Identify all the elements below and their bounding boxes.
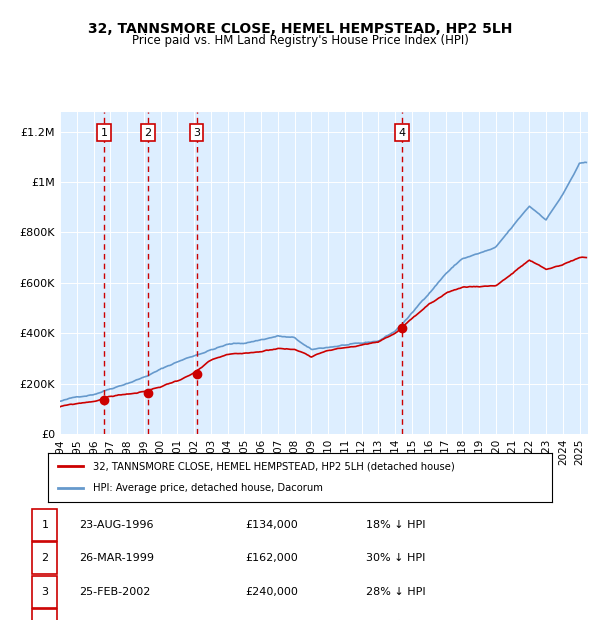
Text: 23-AUG-1996: 23-AUG-1996: [79, 520, 154, 530]
FancyBboxPatch shape: [32, 576, 57, 608]
Text: 1: 1: [41, 520, 49, 530]
Text: 3: 3: [193, 128, 200, 138]
Bar: [60, 112, 68, 434]
Text: 2: 2: [144, 128, 151, 138]
Bar: [580, 112, 588, 434]
Text: 18% ↓ HPI: 18% ↓ HPI: [366, 520, 426, 530]
Text: Price paid vs. HM Land Registry's House Price Index (HPI): Price paid vs. HM Land Registry's House …: [131, 34, 469, 47]
Text: 26-MAR-1999: 26-MAR-1999: [79, 554, 154, 564]
Text: 28% ↓ HPI: 28% ↓ HPI: [366, 587, 426, 596]
Text: 3: 3: [41, 587, 49, 596]
Text: 4: 4: [398, 128, 406, 138]
Text: £134,000: £134,000: [245, 520, 298, 530]
Text: 25-FEB-2002: 25-FEB-2002: [79, 587, 151, 596]
Text: 32, TANNSMORE CLOSE, HEMEL HEMPSTEAD, HP2 5LH (detached house): 32, TANNSMORE CLOSE, HEMEL HEMPSTEAD, HP…: [94, 461, 455, 471]
Text: £240,000: £240,000: [245, 587, 298, 596]
Text: 32, TANNSMORE CLOSE, HEMEL HEMPSTEAD, HP2 5LH: 32, TANNSMORE CLOSE, HEMEL HEMPSTEAD, HP…: [88, 22, 512, 36]
Text: £162,000: £162,000: [245, 554, 298, 564]
Text: HPI: Average price, detached house, Dacorum: HPI: Average price, detached house, Daco…: [94, 484, 323, 494]
FancyBboxPatch shape: [32, 609, 57, 620]
FancyBboxPatch shape: [32, 542, 57, 574]
FancyBboxPatch shape: [32, 509, 57, 541]
Text: 1: 1: [101, 128, 108, 138]
Text: 30% ↓ HPI: 30% ↓ HPI: [366, 554, 425, 564]
Text: 2: 2: [41, 554, 49, 564]
